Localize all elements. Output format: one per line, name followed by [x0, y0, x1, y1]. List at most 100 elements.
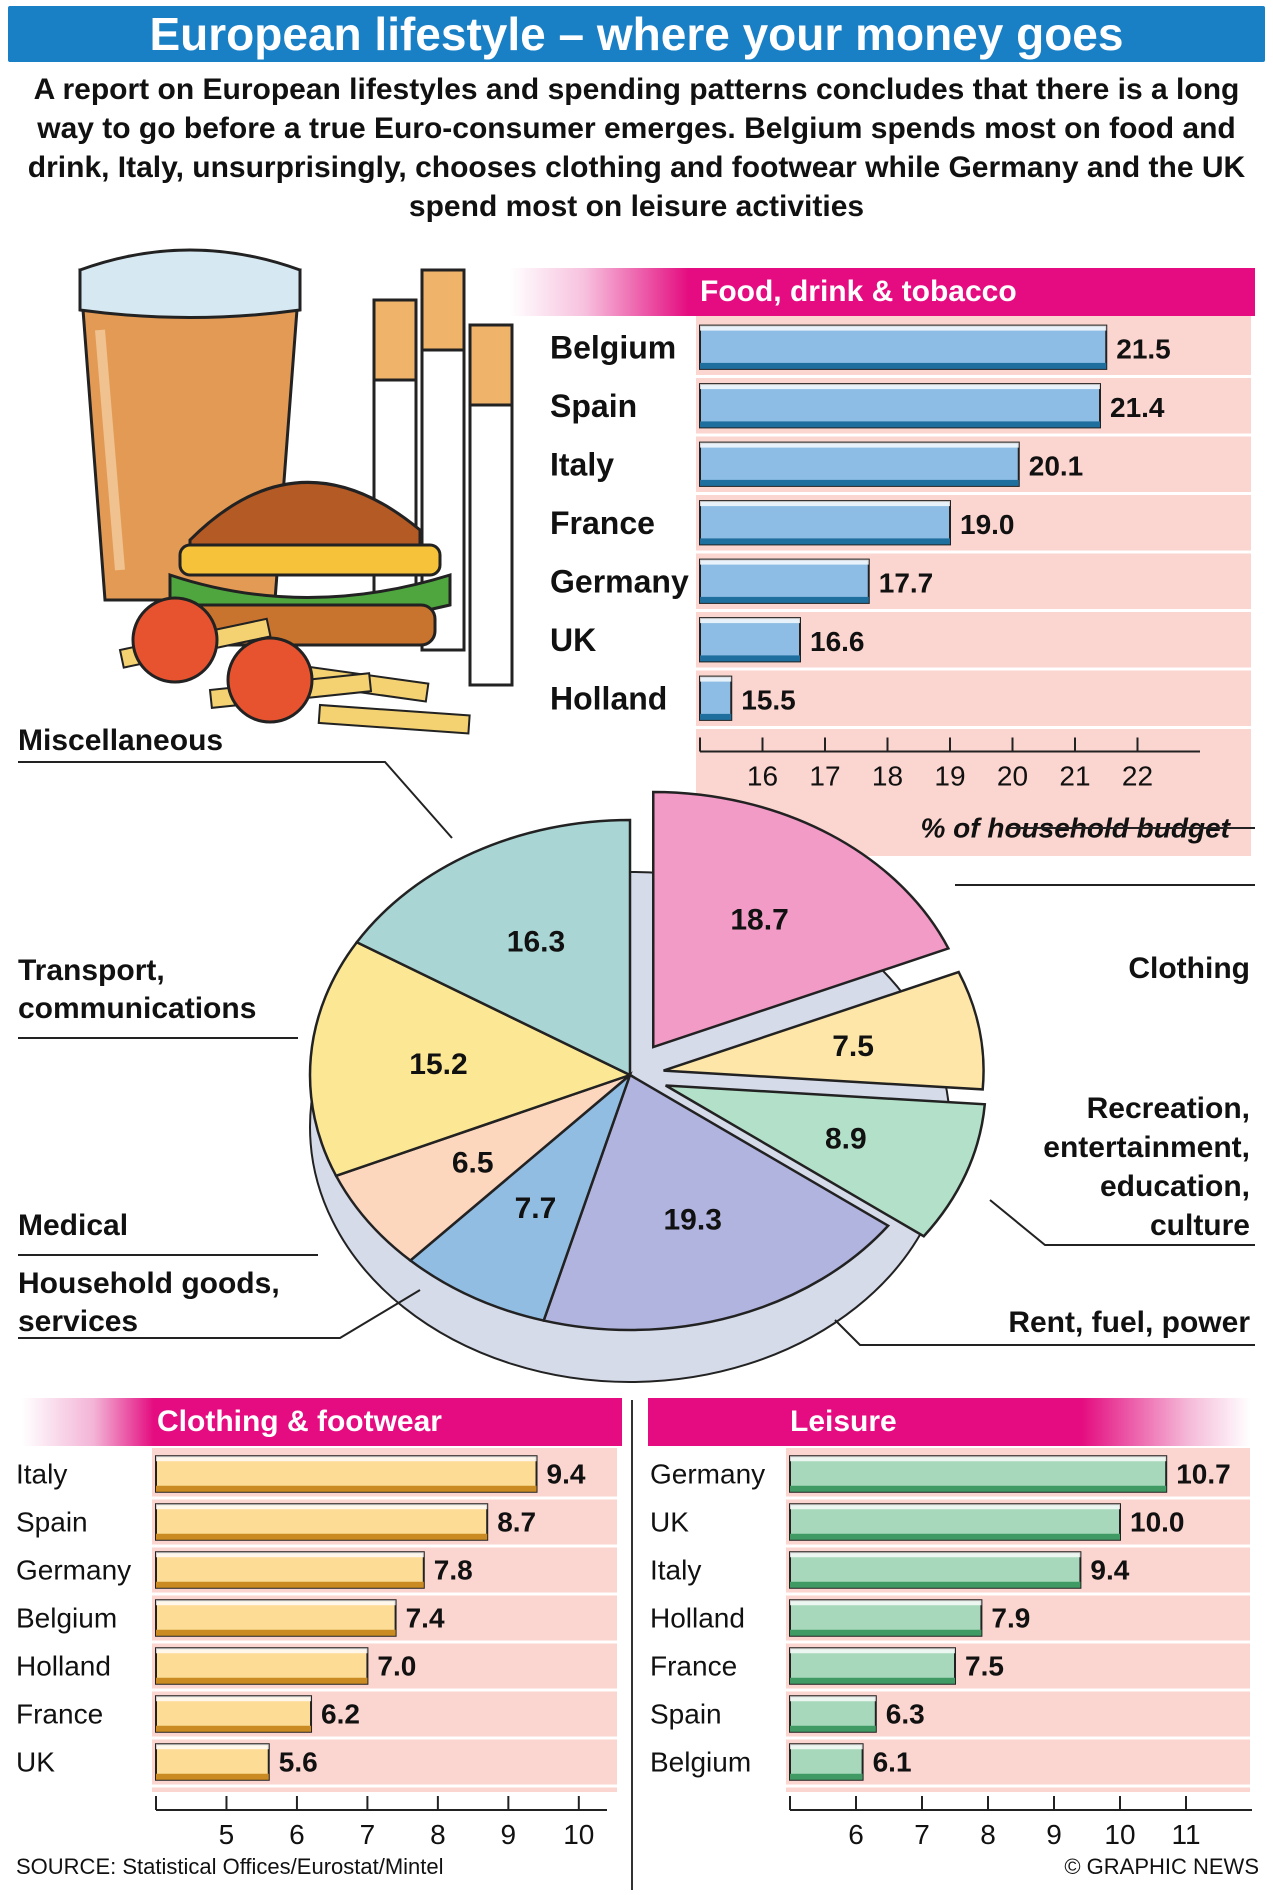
- bar-shadow: [700, 479, 1019, 486]
- bar-shadow: [790, 1725, 876, 1732]
- bar-highlight: [790, 1504, 1120, 1510]
- pie-slice: [408, 1071, 633, 1323]
- clothing-bar-chart: Italy 9.4 Spain 8.7 Germany 7.8 Belgium 7.4 Holl…: [16, 1448, 617, 1848]
- tick-label: 17: [809, 761, 840, 792]
- tick-label: 6: [848, 1819, 864, 1848]
- tick-label: 8: [430, 1819, 446, 1848]
- tick-label: 10: [1104, 1819, 1135, 1848]
- value-label: 7.5: [965, 1651, 1004, 1682]
- tick-label: 22: [1122, 761, 1153, 792]
- value-label: 7.9: [991, 1603, 1030, 1634]
- clothing-section-title: Clothing & footwear: [157, 1405, 442, 1438]
- bar-highlight: [700, 501, 950, 507]
- pie-slice-value: 18.7: [730, 904, 788, 937]
- bar-shadow: [156, 1533, 488, 1540]
- value-label: 19.0: [960, 509, 1015, 540]
- leader-line: [989, 1199, 1255, 1246]
- value-label: 16.6: [810, 626, 865, 657]
- bar: [699, 500, 951, 546]
- value-label: 7.8: [434, 1555, 473, 1586]
- tick-label: 16: [747, 761, 778, 792]
- pie-slice: [542, 1073, 891, 1332]
- bar-highlight: [156, 1456, 537, 1462]
- pie-slice: [334, 1073, 631, 1263]
- value-label: 6.1: [873, 1747, 912, 1778]
- source-note: SOURCE: Statistical Offices/Eurostat/Min…: [16, 1854, 444, 1879]
- bar-shadow: [700, 421, 1100, 428]
- bar-highlight: [790, 1552, 1081, 1558]
- category-label: Holland: [16, 1651, 111, 1682]
- food-section-title: Food, drink & tobacco: [700, 275, 1017, 308]
- pie-slice: [665, 1084, 987, 1238]
- leisure-section-header: Leisure: [648, 1398, 1250, 1446]
- panel-divider: [631, 1400, 633, 1890]
- bar-highlight: [700, 618, 800, 624]
- category-household: services: [18, 1305, 138, 1338]
- category-label: Holland: [550, 681, 667, 717]
- category-label: Germany: [16, 1555, 131, 1586]
- category-label: Germany: [650, 1459, 765, 1490]
- value-label: 6.2: [321, 1699, 360, 1730]
- bar-highlight: [700, 559, 869, 565]
- category-label: Germany: [550, 564, 689, 600]
- tick-label: 8: [980, 1819, 996, 1848]
- category-label: Holland: [650, 1603, 745, 1634]
- tick-label: 7: [914, 1819, 930, 1848]
- category-miscellaneous: Miscellaneous: [18, 724, 223, 757]
- pie-slice-value: 15.2: [409, 1048, 467, 1081]
- tick-label: 7: [360, 1819, 376, 1848]
- category-label: Spain: [650, 1699, 722, 1730]
- tick-label: 20: [997, 761, 1028, 792]
- category-label: UK: [16, 1747, 55, 1778]
- bar-highlight: [156, 1648, 368, 1654]
- leader-line: [18, 761, 453, 839]
- bar: [699, 441, 1020, 487]
- value-label: 9.4: [1090, 1555, 1129, 1586]
- category-label: Belgium: [550, 330, 676, 366]
- bar-highlight: [700, 384, 1100, 390]
- spending-pie-chart: 18.7 7.5 8.9 19.3 7.7 6.5 15.2 16.3 Miscellaneou…: [18, 724, 1255, 1383]
- pie-slice: [354, 818, 632, 1077]
- pie-slice-value: 6.5: [452, 1147, 494, 1180]
- category-label: UK: [550, 622, 596, 658]
- clothing-section-header: Clothing & footwear: [22, 1398, 622, 1446]
- value-label: 7.4: [406, 1603, 445, 1634]
- category-clothing: Clothing: [1128, 952, 1250, 985]
- value-label: 17.7: [879, 568, 934, 599]
- pie-slice-value: 7.7: [515, 1192, 557, 1225]
- tick-label: 19: [934, 761, 965, 792]
- page-title: European lifestyle – where your money go…: [8, 6, 1265, 62]
- pie-slice-value: 7.5: [832, 1030, 874, 1063]
- pie-slice: [663, 970, 985, 1091]
- category-label: France: [550, 505, 655, 541]
- bar-highlight: [156, 1552, 424, 1558]
- bar-highlight: [700, 325, 1107, 331]
- bar-highlight: [790, 1648, 955, 1654]
- value-label: 9.4: [547, 1459, 586, 1490]
- leader-line: [834, 1319, 1255, 1346]
- bar-shadow: [790, 1629, 982, 1636]
- category-transport: Transport,: [18, 954, 165, 987]
- leisure-section-title: Leisure: [790, 1405, 897, 1438]
- bar-shadow: [700, 655, 800, 662]
- tick-label: 6: [289, 1819, 305, 1848]
- bar-shadow: [790, 1773, 863, 1780]
- tick-label: 21: [1059, 761, 1090, 792]
- bar-shadow: [790, 1677, 955, 1684]
- pie-slice-value: 8.9: [825, 1122, 867, 1155]
- bar-highlight: [700, 676, 732, 682]
- bar-shadow: [700, 596, 869, 603]
- leisure-bar-chart: Germany 10.7 UK 10.0 Italy 9.4 Holland 7.9 Franc…: [650, 1448, 1252, 1848]
- bar: [699, 558, 870, 604]
- category-label: UK: [650, 1507, 689, 1538]
- value-label: 10.0: [1130, 1507, 1185, 1538]
- category-recreation: entertainment,: [1043, 1131, 1250, 1164]
- category-label: Spain: [16, 1507, 88, 1538]
- tick-label: 5: [219, 1819, 235, 1848]
- tick-label: 9: [1046, 1819, 1062, 1848]
- bar-highlight: [790, 1744, 863, 1750]
- tick-label: 10: [563, 1819, 594, 1848]
- leader-line: [18, 1289, 421, 1339]
- bar-highlight: [156, 1696, 312, 1702]
